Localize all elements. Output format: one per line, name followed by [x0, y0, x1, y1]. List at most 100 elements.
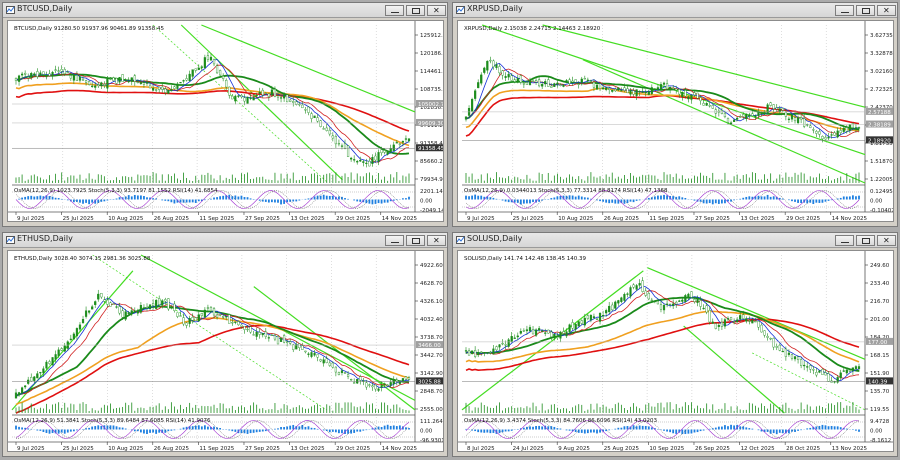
price-axis-label: 249.60: [870, 263, 890, 269]
window-title: ETHUSD,Daily: [17, 234, 73, 243]
price-chart[interactable]: ETHUSD,Daily 3028.40 3074.15 2981.36 302…: [7, 250, 444, 452]
osma-bar: [705, 199, 708, 204]
price-marker-label: 2.57188: [868, 110, 891, 116]
candle-body: [289, 341, 292, 344]
osma-bar: [316, 428, 319, 430]
osma-bar: [836, 426, 839, 430]
candle-body: [787, 118, 791, 120]
candle-body: [368, 384, 371, 386]
osma-bar: [383, 199, 386, 203]
candle-body: [176, 312, 179, 317]
candle-body: [33, 73, 36, 76]
candle-body: [690, 95, 693, 100]
maximize-button[interactable]: [406, 235, 425, 246]
candle-body: [766, 335, 769, 338]
osma-bar: [371, 199, 374, 205]
price-chart[interactable]: XRPUSD,Daily 2.15038 2.24715 2.14463 2.1…: [457, 20, 894, 222]
chart-window-btc[interactable]: BTCUSD,Daily ✕ BTCUSD,Daily 91280.50 91937…: [2, 2, 448, 227]
trend-channel-line: [201, 24, 416, 113]
candle-body: [301, 104, 304, 109]
kijun-line: [15, 303, 410, 397]
price-axis-label: 120186.50: [420, 51, 444, 57]
candle-body: [495, 64, 498, 68]
candle-body: [33, 376, 36, 381]
maximize-button[interactable]: [856, 5, 875, 16]
window-titlebar[interactable]: ETHUSD,Daily ✕: [3, 233, 447, 248]
window-titlebar[interactable]: SOLUSD,Daily ✕: [453, 233, 897, 248]
osma-bar: [94, 426, 97, 430]
candle-body: [188, 318, 191, 324]
osma-bar: [501, 199, 504, 201]
price-marker: [416, 144, 443, 152]
osma-bar: [252, 429, 255, 433]
maximize-button[interactable]: [406, 5, 425, 16]
chart-window-xrp[interactable]: XRPUSD,Daily ✕ XRPUSD,Daily 2.15038 2.2471…: [452, 2, 898, 227]
osma-bar: [66, 199, 69, 201]
window-titlebar[interactable]: XRPUSD,Daily ✕: [453, 3, 897, 18]
osma-bar: [176, 199, 179, 203]
osma-bar: [249, 198, 252, 200]
osma-bar: [842, 428, 845, 430]
close-button[interactable]: ✕: [877, 235, 896, 246]
osma-bar: [76, 199, 78, 202]
candle-body: [748, 114, 751, 117]
chart-window-sol[interactable]: SOLUSD,Daily ✕ SOLUSD,Daily 141.74 142.48 …: [452, 232, 898, 457]
candle-body: [629, 90, 632, 95]
time-axis-label: 11 Sep 2025: [649, 216, 684, 222]
ma-100-line: [465, 87, 860, 132]
minimize-button[interactable]: [385, 235, 404, 246]
candle-body: [209, 306, 213, 312]
candle-body: [769, 338, 772, 340]
candle-body: [464, 116, 468, 120]
osma-bar: [328, 429, 331, 433]
osma-bar: [541, 426, 544, 430]
candle-body: [577, 321, 580, 327]
close-button[interactable]: ✕: [427, 235, 446, 246]
candle-body: [720, 322, 724, 327]
candle-body: [346, 145, 350, 157]
candle-body: [818, 370, 821, 373]
candle-body: [222, 75, 225, 79]
candle-body: [632, 284, 635, 288]
osma-bar: [140, 195, 142, 200]
maximize-button[interactable]: [856, 235, 875, 246]
osma-bar: [596, 199, 598, 201]
osma-bar: [237, 196, 240, 200]
candle-body: [614, 301, 617, 309]
candle-body: [647, 293, 650, 300]
osma-bar: [338, 429, 340, 434]
chart-window-eth[interactable]: ETHUSD,Daily ✕ ETHUSD,Daily 3028.40 3074.1…: [2, 232, 448, 457]
osma-bar: [313, 196, 316, 200]
candle-body: [565, 331, 568, 337]
osma-bar: [791, 429, 793, 432]
candle-body: [857, 366, 861, 369]
osma-bar: [556, 428, 559, 430]
price-chart[interactable]: SOLUSD,Daily 141.74 142.48 138.45 140.39…: [457, 250, 894, 452]
close-button[interactable]: ✕: [427, 5, 446, 16]
osma-bar: [617, 199, 620, 204]
price-chart[interactable]: BTCUSD,Daily 91280.50 91937.96 90461.89 …: [7, 20, 444, 222]
osma-bar: [88, 199, 91, 205]
candle-body: [803, 364, 806, 367]
price-axis-label: 3142.90: [420, 371, 443, 377]
minimize-button[interactable]: [385, 5, 404, 16]
window-titlebar[interactable]: BTCUSD,Daily ✕: [3, 3, 447, 18]
candle-body: [115, 78, 118, 84]
minimize-button[interactable]: [835, 235, 854, 246]
osma-bar: [830, 199, 833, 201]
osma-bar: [228, 194, 231, 200]
candle-body: [775, 346, 778, 348]
candle-body: [273, 89, 277, 97]
osma-bar: [182, 427, 185, 430]
osma-bar: [519, 199, 522, 205]
osma-bar: [721, 426, 723, 430]
minimize-button[interactable]: [835, 5, 854, 16]
candle-body: [678, 89, 681, 95]
osma-bar: [103, 199, 106, 202]
osma-bar: [580, 196, 583, 200]
osma-bar: [565, 195, 568, 200]
stoch-line: [15, 420, 410, 439]
osma-bar: [228, 429, 231, 431]
close-button[interactable]: ✕: [877, 5, 896, 16]
candle-body: [800, 117, 803, 120]
